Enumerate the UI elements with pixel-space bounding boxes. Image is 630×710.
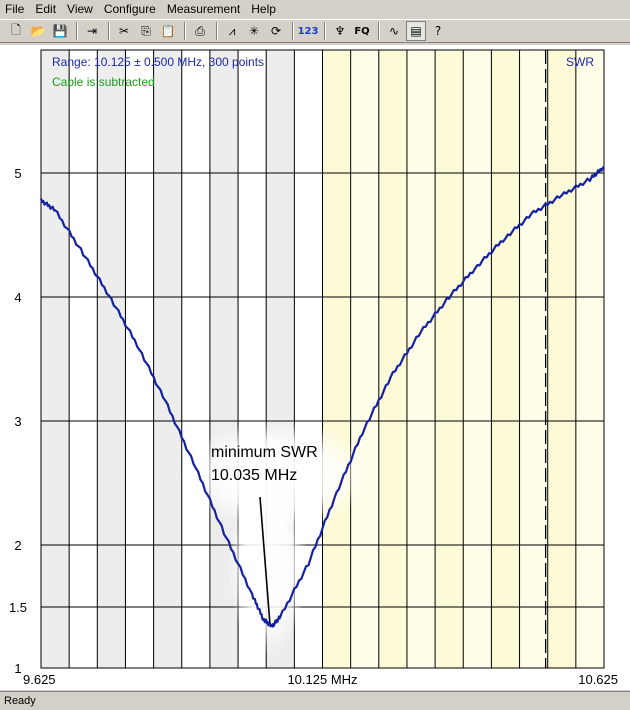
range-info: Range: 10.125 ± 0.500 MHz, 300 points xyxy=(52,55,264,69)
grid-band xyxy=(97,50,126,668)
grid-band xyxy=(181,50,210,668)
grid-band xyxy=(41,50,70,668)
antenna-icon[interactable]: ♆ xyxy=(334,24,346,38)
x-tick-label: 10.625 xyxy=(578,672,618,687)
grid-band xyxy=(547,50,576,668)
chart-area[interactable]: 1 1.5 2 3 4 5 9.625 10.125 MHz 10.625 minimum S… xyxy=(0,45,630,690)
paste-icon[interactable]: 📋 xyxy=(160,24,176,38)
save-icon[interactable]: 💾 xyxy=(52,24,68,38)
swr-series-line xyxy=(39,165,605,628)
frequency-icon[interactable]: FQ xyxy=(354,25,370,37)
toolbar-separator xyxy=(76,22,78,40)
menu-bar: File Edit View Configure Measurement Help xyxy=(0,0,630,18)
toolbar-separator xyxy=(184,22,186,40)
menu-view[interactable]: View xyxy=(67,2,93,16)
grid-band xyxy=(406,50,436,668)
menu-help[interactable]: Help xyxy=(251,2,276,16)
notes-icon[interactable]: ▤ xyxy=(406,21,426,41)
menu-edit[interactable]: Edit xyxy=(35,2,57,16)
annotation-pointer xyxy=(259,496,271,623)
y-tick-label: 1.5 xyxy=(9,600,27,615)
annotation-line2: 10.035 MHz xyxy=(211,467,297,484)
y-tick-label: 1 xyxy=(14,661,21,676)
annotation-line1: minimum SWR xyxy=(211,444,318,461)
x-tick-label: 9.625 xyxy=(23,672,56,687)
annotation-glow xyxy=(181,420,371,530)
help-icon[interactable]: ? xyxy=(434,24,442,38)
grid-band xyxy=(435,50,464,668)
toolbar-separator xyxy=(292,22,294,40)
status-bar: Ready xyxy=(0,691,630,709)
series-label: SWR xyxy=(566,55,594,69)
menu-configure[interactable]: Configure xyxy=(103,2,156,16)
new-file-icon[interactable]: 🗋 xyxy=(11,22,21,37)
graph-icon[interactable]: ⩘ xyxy=(228,23,236,38)
grid-band xyxy=(491,50,520,668)
cable-note: Cable is subtracted xyxy=(52,75,155,89)
cut-icon[interactable]: ✂ xyxy=(118,24,130,38)
marker-icon[interactable]: ✳ xyxy=(248,24,260,38)
toolbar-separator xyxy=(324,22,326,40)
toolbar-separator xyxy=(108,22,110,40)
numeric-icon[interactable]: 123 xyxy=(297,25,319,37)
y-tick-label: 3 xyxy=(14,414,21,429)
toolbar-separator xyxy=(216,22,218,40)
export-icon[interactable]: ⇥ xyxy=(86,24,98,38)
toolbar: 🗋 📂 💾 ⇥ ✂ ⎘ 📋 ⎙ ⩘ ✳ ⟳ 123 ♆ FQ ∿ ▤? xyxy=(0,19,630,43)
waveform-icon[interactable]: ∿ xyxy=(388,24,400,38)
x-tick-label: 10.125 MHz xyxy=(287,672,357,687)
refresh-icon[interactable]: ⟳ xyxy=(270,24,282,38)
copy-icon[interactable]: ⎘ xyxy=(141,23,151,38)
grid-band xyxy=(125,50,154,668)
grid-band xyxy=(575,50,604,668)
annotation-glow xyxy=(228,475,308,655)
grid-band xyxy=(463,50,492,668)
grid-band xyxy=(153,50,182,668)
menu-measurement[interactable]: Measurement xyxy=(166,2,241,16)
grid-band xyxy=(322,50,351,668)
toolbar-separator xyxy=(378,22,380,40)
grid-band xyxy=(69,50,98,668)
menu-file[interactable]: File xyxy=(5,2,25,16)
y-tick-label: 5 xyxy=(14,166,21,181)
grid-band xyxy=(519,50,548,668)
y-tick-label: 2 xyxy=(14,538,21,553)
open-folder-icon[interactable]: 📂 xyxy=(30,24,46,38)
plot-frame xyxy=(40,49,605,669)
print-icon[interactable]: ⎙ xyxy=(195,23,205,38)
grid-band xyxy=(350,50,379,668)
y-tick-label: 4 xyxy=(14,290,21,305)
swr-chart[interactable]: 1 1.5 2 3 4 5 9.625 10.125 MHz 10.625 minimum S… xyxy=(0,45,630,690)
